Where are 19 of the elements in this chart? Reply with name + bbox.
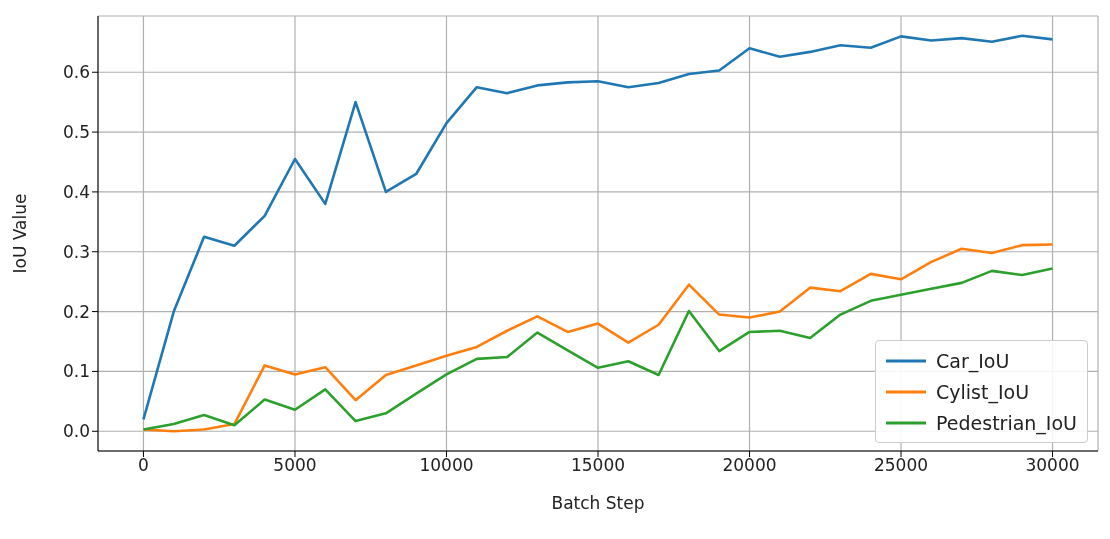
- y-axis-title: IoU Value: [10, 193, 31, 274]
- x-axis-title: Batch Step: [551, 493, 645, 513]
- y-tick-label: 0.5: [62, 122, 90, 143]
- y-tick-label: 0.1: [62, 361, 90, 382]
- y-tick-label: 0.2: [62, 301, 90, 322]
- y-tick-label: 0.6: [62, 62, 90, 83]
- legend-label: Cylist_IoU: [936, 380, 1030, 403]
- legend-label: Pedestrian_IoU: [936, 411, 1077, 434]
- x-tick-label: 0: [138, 455, 149, 476]
- x-tick-label: 30000: [1025, 455, 1080, 476]
- y-tick-label: 0.0: [62, 421, 90, 442]
- x-tick-label: 15000: [570, 455, 626, 476]
- x-tick-label: 20000: [722, 455, 777, 476]
- x-tick-label: 10000: [419, 455, 474, 476]
- legend-label: Car_IoU: [936, 349, 1010, 372]
- y-tick-label: 0.3: [62, 241, 90, 262]
- x-tick-label: 25000: [873, 455, 929, 476]
- x-tick-label: 5000: [273, 455, 317, 476]
- y-tick-label: 0.4: [62, 181, 90, 202]
